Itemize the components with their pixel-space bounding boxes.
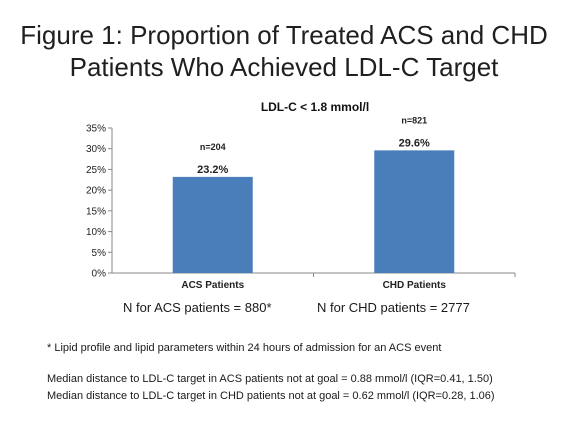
y-tick-label: 20% <box>86 186 106 197</box>
x-category-label: ACS Patients <box>181 280 244 291</box>
chart-subtitle: LDL-C < 1.8 mmol/l <box>261 100 369 114</box>
figure-title-line-1: Figure 1: Proportion of Treated ACS and … <box>20 20 548 50</box>
x-category-label: CHD Patients <box>383 280 447 291</box>
bar-n-label: n=821 <box>401 115 427 125</box>
y-tick-label: 35% <box>86 124 106 135</box>
y-tick-label: 10% <box>86 227 106 238</box>
bar <box>172 176 253 273</box>
y-tick-label: 25% <box>86 165 106 176</box>
bar-chart: LDL-C < 1.8 mmol/l 0% 5% 10% 15% 20% 25% 30% 35… <box>86 100 516 291</box>
footnote-median-acs: Median distance to LDL-C target in ACS p… <box>47 373 493 385</box>
y-tick-label: 15% <box>86 206 106 217</box>
y-tick-label: 30% <box>86 144 106 155</box>
n-total-chd: N for CHD patients = 2777 <box>317 300 470 315</box>
y-tick-label: 0% <box>92 269 107 280</box>
chart-bars: 23.2% n=204 ACS Patients 29.6% n=821 CHD Pati… <box>172 115 455 291</box>
bar-value-label: 29.6% <box>399 137 430 149</box>
bar-value-label: 23.2% <box>197 164 228 176</box>
bar-n-label: n=204 <box>200 142 226 152</box>
n-total-acs: N for ACS patients = 880* <box>123 300 272 315</box>
y-tick-label: 5% <box>92 248 107 259</box>
bar <box>374 150 455 273</box>
figure-title-line-2: Patients Who Achieved LDL-C Target <box>69 52 499 82</box>
footnote-median-chd: Median distance to LDL-C target in CHD p… <box>47 390 495 402</box>
footnote-note: * Lipid profile and lipid parameters wit… <box>47 342 442 354</box>
